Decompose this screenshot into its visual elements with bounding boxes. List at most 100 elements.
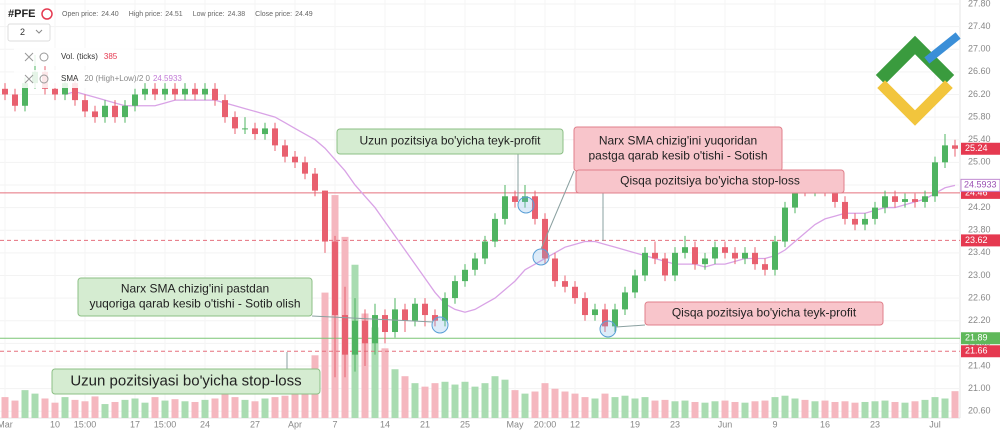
candle-body bbox=[762, 264, 768, 270]
x-tick-label: 19 bbox=[630, 419, 640, 429]
annotation-text: Narx SMA chizig'ini yuqoridan bbox=[599, 134, 757, 148]
price-value: 24.40 bbox=[101, 11, 119, 18]
highlight-circle bbox=[517, 196, 535, 214]
settings-icon[interactable] bbox=[39, 52, 49, 62]
candle-body bbox=[932, 162, 938, 197]
candle-body bbox=[92, 111, 98, 118]
y-tick-label: 25.40 bbox=[968, 134, 991, 144]
candle-body bbox=[572, 286, 578, 299]
volume-bar bbox=[181, 401, 189, 418]
candle-body bbox=[922, 196, 928, 202]
x-tick-label: Jul bbox=[929, 419, 941, 429]
volume-bar bbox=[901, 402, 909, 418]
y-tick-label: 21.40 bbox=[968, 360, 991, 370]
volume-bar bbox=[681, 400, 689, 418]
interval-value: 2 bbox=[20, 27, 25, 37]
volume-bar bbox=[541, 383, 549, 418]
x-tick-label: 10 bbox=[50, 419, 60, 429]
volume-bar bbox=[751, 401, 759, 418]
candle-body bbox=[292, 156, 298, 163]
volume-bar bbox=[101, 404, 109, 418]
volume-bar bbox=[881, 400, 889, 418]
volume-bar bbox=[141, 402, 149, 418]
volume-bar bbox=[721, 400, 729, 418]
clock-icon bbox=[41, 8, 53, 20]
candle-body bbox=[742, 252, 748, 259]
candle-body bbox=[382, 315, 388, 333]
candle-body bbox=[112, 105, 118, 118]
candle-body bbox=[12, 94, 18, 106]
highlight-circle bbox=[599, 320, 617, 338]
volume-bar bbox=[771, 397, 779, 418]
close-icon[interactable] bbox=[24, 52, 34, 62]
annotation-box bbox=[51, 368, 321, 395]
volume-bar bbox=[411, 383, 419, 418]
level-label-bg bbox=[961, 234, 1000, 247]
volume-bar bbox=[561, 391, 569, 418]
volume-bar bbox=[491, 376, 499, 418]
annotation-text: yuqoriga qarab kesib o'tishi - Sotib oli… bbox=[89, 297, 300, 311]
y-tick-label: 27.00 bbox=[968, 44, 991, 54]
candle-body bbox=[362, 320, 368, 344]
price-caption: Open price: bbox=[62, 11, 98, 18]
candle-body bbox=[332, 241, 338, 316]
volume-bar bbox=[401, 376, 409, 418]
annotation-box bbox=[77, 277, 313, 317]
y-tick-label: 23.00 bbox=[968, 270, 991, 280]
candle-body bbox=[772, 241, 778, 270]
volume-bar bbox=[661, 399, 669, 418]
candle-body bbox=[902, 199, 908, 202]
interval-select[interactable] bbox=[7, 23, 51, 42]
volume-bar bbox=[601, 393, 609, 418]
close-icon[interactable] bbox=[24, 74, 34, 84]
volume-bar bbox=[421, 386, 429, 418]
logo bbox=[875, 32, 961, 126]
candle-body bbox=[582, 298, 588, 316]
candle-body bbox=[662, 258, 668, 276]
annotation-text: Qisqa pozitsiya bo'yicha stop-loss bbox=[620, 174, 800, 188]
price-caption: Close price: bbox=[255, 11, 292, 18]
candle-body bbox=[602, 309, 608, 327]
candle-body bbox=[792, 184, 798, 208]
x-tick-label: 14 bbox=[380, 419, 390, 429]
candle-body bbox=[192, 88, 198, 95]
volume-bar bbox=[81, 401, 89, 418]
grid bbox=[0, 3, 960, 412]
candle-body bbox=[642, 252, 648, 276]
candle-body bbox=[272, 128, 278, 146]
candle-body bbox=[622, 292, 628, 310]
candle-body bbox=[432, 315, 438, 321]
y-tick-label: 22.60 bbox=[968, 292, 991, 302]
price-value: 24.38 bbox=[228, 11, 246, 18]
volume-bar bbox=[631, 398, 639, 418]
volume-bar bbox=[161, 400, 169, 418]
x-tick-label: Mar bbox=[0, 419, 13, 429]
volume-bar bbox=[741, 402, 749, 418]
volume-bar bbox=[481, 383, 489, 418]
candle-body bbox=[862, 218, 868, 225]
candle-body bbox=[142, 88, 148, 95]
candle-body bbox=[512, 196, 518, 202]
volume-bar bbox=[871, 401, 879, 418]
y-tick-label: 23.80 bbox=[968, 225, 991, 235]
volume-bar bbox=[931, 397, 939, 418]
candle-body bbox=[702, 258, 708, 265]
volume-bar bbox=[11, 400, 19, 418]
settings-icon[interactable] bbox=[39, 74, 49, 84]
volume-bar bbox=[651, 400, 659, 418]
x-tick-label: 23 bbox=[870, 419, 880, 429]
volume-bar bbox=[711, 401, 719, 418]
candle-body bbox=[462, 269, 468, 282]
volume-bar bbox=[131, 398, 139, 418]
y-tick-label: 25.00 bbox=[968, 157, 991, 167]
candle-body bbox=[942, 145, 948, 163]
annotation-pointer bbox=[311, 315, 434, 323]
x-tick-label: 23 bbox=[670, 419, 680, 429]
price-value: 24.51 bbox=[165, 11, 183, 18]
y-tick-label: 23.40 bbox=[968, 247, 991, 257]
candle-body bbox=[832, 190, 838, 202]
y-tick-label: 26.60 bbox=[968, 66, 991, 76]
volume-bar bbox=[301, 391, 309, 418]
